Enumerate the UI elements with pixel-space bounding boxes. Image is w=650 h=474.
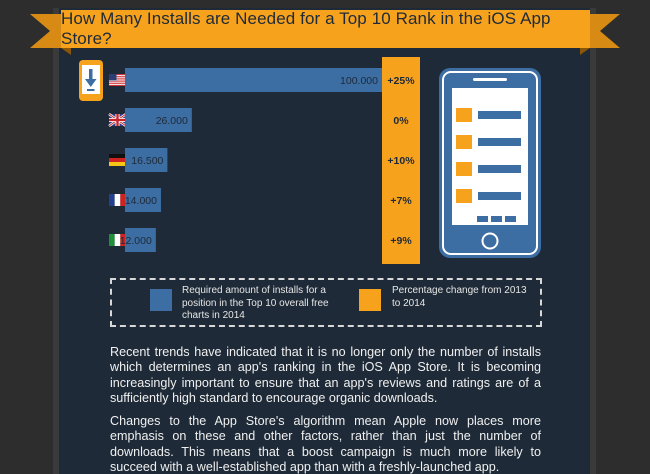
value-label-de: 16.500 [131, 155, 163, 167]
title-ribbon: How Many Installs are Needed for a Top 1… [61, 9, 590, 48]
legend-swatch-change [359, 289, 381, 311]
bar-us [125, 68, 382, 92]
ribbon-fold-right [580, 48, 590, 55]
change-label-uk: 0% [393, 115, 409, 127]
page-title: How Many Installs are Needed for a Top 1… [61, 9, 551, 48]
smartphone-icon [439, 68, 541, 258]
flag-us-icon [109, 74, 126, 86]
flag-de-icon [109, 154, 126, 166]
bar-fr [125, 188, 161, 212]
change-label-us: +25% [387, 75, 415, 87]
flag-uk-icon [108, 112, 127, 128]
legend-label-change: Percentage change from 2013 to 2014 [392, 285, 527, 309]
bar-de [125, 148, 168, 172]
flag-fr-icon [109, 194, 126, 206]
flag-it-icon [109, 234, 126, 246]
change-label-it: +9% [390, 235, 412, 247]
bar-it [125, 228, 156, 252]
legend-swatch-installs [150, 289, 172, 311]
ribbon-fold-left [61, 48, 71, 55]
body-paragraph-2: Changes to the App Store's algorithm mea… [110, 414, 541, 474]
body-paragraph-1: Recent trends have indicated that it is … [110, 345, 541, 405]
value-label-us: 100.000 [340, 75, 378, 87]
value-label-it: 12.000 [120, 235, 152, 247]
download-phone-icon [79, 60, 103, 101]
chart-legend: Required amount of installs for a positi… [110, 278, 542, 327]
change-label-fr: +7% [390, 195, 412, 207]
change-label-de: +10% [387, 155, 415, 167]
ribbon-tail-right [588, 14, 620, 48]
ribbon-tail-left [30, 14, 62, 48]
percentage-column [382, 57, 420, 264]
bar-uk [125, 108, 192, 132]
installs-bar-chart: 100.000 +25% 26.000 0% 16.500 +10% 14.000 +7% 12… [79, 57, 541, 264]
value-label-uk: 26.000 [156, 115, 188, 127]
legend-label-installs: Required amount of installs for a positi… [182, 285, 329, 321]
value-label-fr: 14.000 [125, 195, 157, 207]
